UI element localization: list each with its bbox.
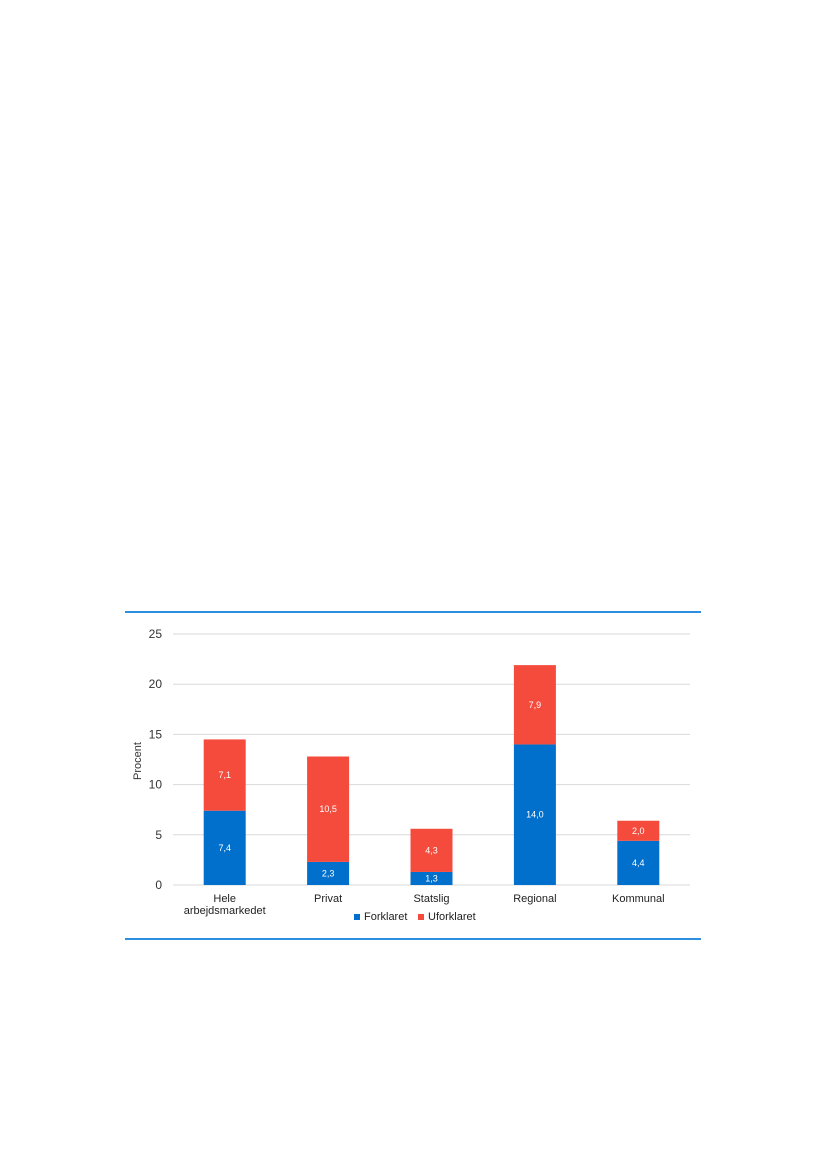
bar-uforklaret-2 xyxy=(410,828,453,872)
legend-swatch-forklaret xyxy=(354,914,360,920)
x-category-label-0-0: Hele xyxy=(213,893,236,905)
data-label-forklaret-3: 14,0 xyxy=(526,810,544,820)
bar-uforklaret-4 xyxy=(617,820,660,841)
data-label-forklaret-2: 1,3 xyxy=(425,873,438,883)
y-tick-label-5: 5 xyxy=(155,828,162,842)
bar-forklaret-2 xyxy=(410,871,453,885)
bar-uforklaret-0 xyxy=(203,739,246,811)
bars: 7,4 7,1 2,3 10,5 1,3 4,3 14,0 7,9 4,4 2,0 xyxy=(203,665,660,885)
figure-top-rule xyxy=(125,611,701,613)
y-tick-label-10: 10 xyxy=(149,778,163,792)
gridlines xyxy=(173,633,690,886)
data-label-uforklaret-4: 2,0 xyxy=(632,826,645,836)
data-label-uforklaret-0: 7,1 xyxy=(218,770,231,780)
figure-bottom-rule xyxy=(125,938,701,940)
legend-label-forklaret: Forklaret xyxy=(364,911,407,923)
y-tick-label-15: 15 xyxy=(149,727,163,741)
legend: Forklaret Uforklaret xyxy=(354,911,476,923)
x-category-label-1-0: Privat xyxy=(314,893,342,905)
x-category-label-4-0: Kommunal xyxy=(612,893,665,905)
legend-swatch-uforklaret xyxy=(418,914,424,920)
bar-forklaret-1 xyxy=(307,861,350,885)
bar-forklaret-4 xyxy=(617,840,660,885)
data-label-uforklaret-3: 7,9 xyxy=(529,700,542,710)
data-label-uforklaret-1: 10,5 xyxy=(319,804,337,814)
y-tick-label-0: 0 xyxy=(155,878,162,892)
data-label-uforklaret-2: 4,3 xyxy=(425,845,438,855)
y-tick-label-20: 20 xyxy=(149,677,163,691)
bar-uforklaret-3 xyxy=(513,665,556,745)
x-category-label-0-1: arbejdsmarkedet xyxy=(184,905,266,917)
data-label-forklaret-1: 2,3 xyxy=(322,868,335,878)
bar-uforklaret-1 xyxy=(307,756,350,862)
data-label-forklaret-0: 7,4 xyxy=(218,843,231,853)
stacked-bar-chart: 0 5 10 15 20 25 Procent 7,4 7,1 2,3 10,5 1,3 4,3 14… xyxy=(132,627,690,923)
legend-label-uforklaret: Uforklaret xyxy=(428,911,476,923)
bar-forklaret-0 xyxy=(203,810,246,885)
x-category-label-2-0: Statslig xyxy=(413,893,449,905)
data-label-forklaret-4: 4,4 xyxy=(632,858,645,868)
bar-forklaret-3 xyxy=(513,744,556,885)
y-axis-ticks: 0 5 10 15 20 25 xyxy=(149,627,163,892)
y-axis-title: Procent xyxy=(132,742,144,780)
chart-figure: 0 5 10 15 20 25 Procent 7,4 7,1 2,3 10,5 1,3 4,3 14… xyxy=(125,611,701,941)
y-tick-label-25: 25 xyxy=(149,627,163,641)
x-category-label-3-0: Regional xyxy=(513,893,556,905)
